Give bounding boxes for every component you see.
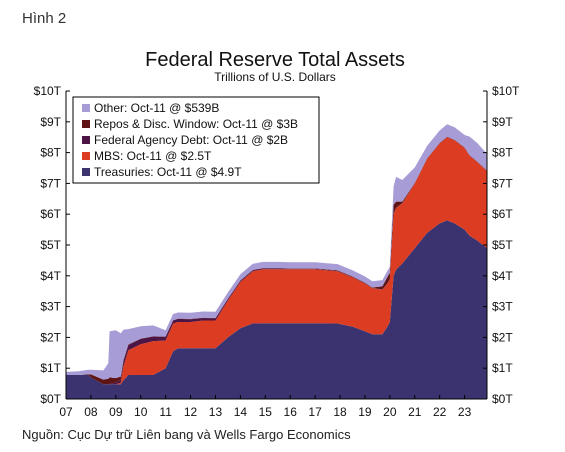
x-tick-label: 21 (408, 405, 422, 419)
chart-subtitle: Trillions of U.S. Dollars (214, 70, 336, 84)
x-tick-label: 23 (458, 405, 472, 419)
chart-title: Federal Reserve Total Assets (145, 49, 405, 71)
legend-label: Federal Agency Debt: Oct-11 @ $2B (94, 133, 288, 147)
y-tick-label-left: $10T (34, 84, 62, 98)
area-series-1 (66, 137, 487, 385)
x-tick-label: 17 (308, 405, 322, 419)
legend-swatch (82, 120, 90, 128)
axes: $0T $0T $1T $1T $2T $2T $3T $3T $4T $4T $5T $5T $6T $… (34, 84, 520, 419)
source-note: Nguồn: Cục Dự trữ Liên bang và Wells Far… (22, 427, 351, 442)
legend-label: Other: Oct-11 @ $539B (94, 101, 219, 115)
y-tick-label-right: $4T (492, 269, 513, 283)
y-tick-label-left: $2T (40, 330, 61, 344)
x-tick-label: 19 (358, 405, 372, 419)
y-tick-label-right: $0T (492, 392, 513, 406)
x-tick-label: 11 (159, 405, 172, 419)
y-tick-label-left: $7T (40, 176, 61, 190)
legend-swatch (82, 104, 90, 112)
x-tick-label: 16 (284, 405, 298, 419)
legend: Other: Oct-11 @ $539B Repos & Disc. Windo… (72, 96, 320, 184)
y-tick-label-right: $1T (492, 361, 513, 375)
y-tick-label-left: $3T (40, 300, 61, 314)
legend-swatch (82, 136, 90, 144)
y-tick-label-left: $1T (40, 361, 61, 375)
x-tick-label: 20 (383, 405, 397, 419)
x-tick-label: 10 (134, 405, 148, 419)
figure-label: Hình 2 (22, 10, 67, 27)
y-tick-label-right: $8T (492, 146, 513, 160)
legend-label: Treasuries: Oct-11 @ $4.9T (94, 165, 242, 179)
y-tick-label-left: $8T (40, 146, 61, 160)
y-tick-label-left: $9T (40, 115, 61, 129)
x-tick-label: 22 (433, 405, 447, 419)
y-tick-label-left: $0T (40, 392, 61, 406)
legend-label: MBS: Oct-11 @ $2.5T (94, 149, 212, 163)
y-tick-label-left: $4T (40, 269, 61, 283)
y-tick-label-left: $6T (40, 207, 61, 221)
x-tick-label: 15 (259, 405, 273, 419)
x-tick-label: 12 (184, 405, 198, 419)
legend-label: Repos & Disc. Window: Oct-11 @ $3B (94, 117, 298, 131)
x-tick-label: 07 (59, 405, 73, 419)
legend-box (72, 96, 320, 184)
x-tick-label: 08 (84, 405, 98, 419)
x-tick-label: 14 (234, 405, 248, 419)
area-series-0 (66, 220, 487, 399)
x-tick-label: 09 (109, 405, 123, 419)
y-tick-label-left: $5T (40, 238, 61, 252)
y-tick-label-right: $5T (492, 238, 513, 252)
legend-swatch (82, 152, 90, 160)
y-tick-label-right: $2T (492, 330, 513, 344)
x-tick-label: 13 (209, 405, 223, 419)
y-tick-label-right: $10T (492, 84, 520, 98)
x-tick-label: 18 (333, 405, 347, 419)
y-tick-label-right: $6T (492, 207, 513, 221)
area-layers (66, 124, 487, 399)
y-tick-label-right: $7T (492, 176, 513, 190)
y-tick-label-right: $9T (492, 115, 513, 129)
y-tick-label-right: $3T (492, 300, 513, 314)
legend-swatch (82, 168, 90, 176)
